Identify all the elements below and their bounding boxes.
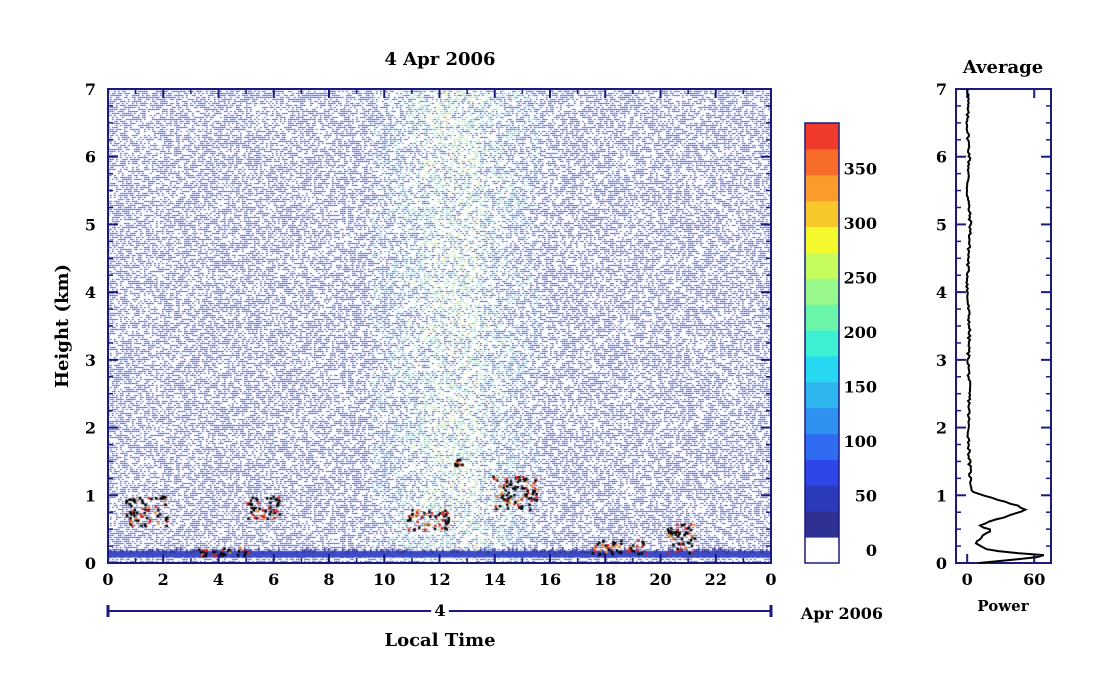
heatmap-title: 4 Apr 2006	[384, 49, 495, 70]
colorbar-segment	[805, 537, 839, 564]
profile-x-tick-label: 0	[962, 570, 973, 589]
x-tick-label: 10	[373, 570, 395, 589]
colorbar-tick-label: 250	[844, 269, 877, 288]
x-tick-label: 0	[102, 570, 113, 589]
colorbar-segment	[805, 407, 839, 435]
y-tick-label: 4	[85, 283, 96, 302]
colorbar-segment	[805, 174, 839, 202]
x-tick-label: 6	[268, 570, 279, 589]
profile-x-tick-label: 60	[1023, 570, 1045, 589]
profile-y-tick-label: 5	[936, 215, 947, 234]
colorbar-segment	[805, 123, 839, 150]
colorbar-segment	[805, 278, 839, 305]
x-tick-label: 18	[594, 570, 616, 589]
date-axis-month-label: Apr 2006	[800, 604, 883, 623]
x-tick-label: 4	[213, 570, 224, 589]
colorbar: 0 50 100 150 200 250 300 350	[804, 122, 877, 564]
profile-y-tick-label: 2	[936, 419, 947, 438]
date-axis: 4	[106, 597, 773, 624]
profile-y-tick-label: 6	[936, 148, 947, 167]
y-tick-label: 5	[85, 215, 96, 234]
heatmap-x-axis: 0 2 4 6 8 10 12 14 16 18 20 22 0	[102, 89, 777, 589]
x-tick-label: 12	[428, 570, 450, 589]
colorbar-segment	[805, 433, 839, 460]
date-axis-day-label: 4	[434, 601, 445, 620]
colorbar-segment	[805, 304, 839, 331]
profile-y-tick-label: 3	[936, 351, 947, 370]
heatmap-ylabel: Height (km)	[52, 264, 73, 388]
colorbar-segment	[805, 148, 839, 176]
colorbar-tick-label: 50	[855, 487, 877, 506]
profile-title: Average	[962, 57, 1043, 78]
colorbar-segment	[805, 381, 839, 409]
profile-y-tick-label: 7	[936, 80, 947, 99]
y-tick-label: 2	[85, 419, 96, 438]
colorbar-tick-label: 300	[844, 214, 877, 233]
x-tick-label: 0	[765, 570, 776, 589]
profile-y-tick-label: 0	[936, 554, 947, 573]
colorbar-segment	[805, 511, 839, 538]
heatmap-raster	[108, 89, 771, 563]
heatmap-xlabel: Local Time	[384, 630, 495, 651]
colorbar-segment	[805, 330, 839, 357]
colorbar-segment	[805, 485, 839, 512]
profile-y-tick-label: 1	[936, 486, 947, 505]
x-tick-label: 20	[649, 570, 671, 589]
colorbar-segment	[805, 252, 839, 279]
x-tick-label: 8	[323, 570, 334, 589]
x-tick-label: 14	[484, 570, 506, 589]
x-tick-label: 16	[539, 570, 561, 589]
profile-xlabel: Power	[977, 597, 1029, 615]
profile-y-tick-label: 4	[936, 283, 947, 302]
profile-line	[965, 88, 1045, 564]
x-tick-label: 22	[705, 570, 727, 589]
x-tick-label: 2	[158, 570, 169, 589]
heatmap-y-axis: 0 1 2 3 4 5 6 7	[85, 80, 771, 573]
y-tick-label: 7	[85, 80, 96, 99]
colorbar-segment	[805, 459, 839, 486]
colorbar-segment	[805, 226, 839, 253]
colorbar-tick-label: 200	[844, 323, 877, 342]
colorbar-tick-label: 150	[844, 378, 877, 397]
colorbar-segment	[805, 200, 839, 228]
colorbar-tick-label: 350	[844, 160, 877, 179]
profile-axes: 0 1 2 3 4 5 6 7 0 60	[936, 80, 1051, 589]
colorbar-tick-label: 100	[844, 432, 877, 451]
colorbar-segment	[805, 355, 839, 383]
y-tick-label: 0	[85, 554, 96, 573]
colorbar-frame	[804, 122, 840, 564]
colorbar-tick-label: 0	[866, 541, 877, 560]
y-tick-label: 6	[85, 148, 96, 167]
y-tick-label: 3	[85, 351, 96, 370]
y-tick-label: 1	[85, 486, 96, 505]
